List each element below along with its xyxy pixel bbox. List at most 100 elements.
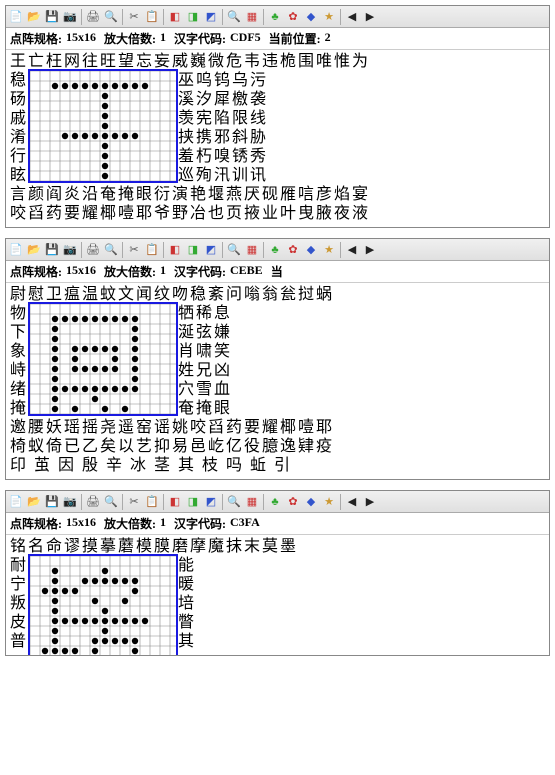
toolbar-separator [222, 9, 223, 25]
camera-icon[interactable]: 📷 [62, 242, 78, 258]
toolbar-separator [122, 494, 123, 510]
info-label: 点阵规格: [10, 515, 62, 532]
print-icon[interactable]: 🖨 [85, 9, 101, 25]
prev-icon[interactable]: ◀ [344, 242, 360, 258]
info-value: CEBE [230, 263, 263, 280]
next-icon[interactable]: ▶ [362, 494, 378, 510]
palette3-icon[interactable]: ◩ [203, 9, 219, 25]
d-icon[interactable]: ★ [321, 242, 337, 258]
toolbar-separator [222, 242, 223, 258]
tool2-icon[interactable]: 📋 [144, 9, 160, 25]
tool2-icon[interactable]: 📋 [144, 242, 160, 258]
new-icon[interactable]: 📄 [8, 242, 24, 258]
next-icon[interactable]: ▶ [362, 9, 378, 25]
b-icon[interactable]: ✿ [285, 9, 301, 25]
c-icon[interactable]: ◆ [303, 9, 319, 25]
grid-icon[interactable]: ▦ [244, 9, 260, 25]
info-value: CDF5 [230, 30, 261, 47]
info-bar: 点阵规格:15x16 放大倍数:1 汉字代码:CDF5 当前位置:2 [6, 28, 549, 50]
info-bar: 点阵规格:15x16 放大倍数:1 汉字代码:CEBE 当 [6, 261, 549, 283]
d-icon[interactable]: ★ [321, 494, 337, 510]
next-icon[interactable]: ▶ [362, 242, 378, 258]
editor-window: 📄📂💾📷🖨🔍✂📋◧◨◩🔍▦♣✿◆★◀▶点阵规格:15x16 放大倍数:1 汉字代… [5, 5, 550, 228]
print-icon[interactable]: 🖨 [85, 242, 101, 258]
open-icon[interactable]: 📂 [26, 494, 42, 510]
info-label: 点阵规格: [10, 263, 62, 280]
toolbar-separator [163, 9, 164, 25]
print-icon[interactable]: 🖨 [85, 494, 101, 510]
info-value: 15x16 [66, 515, 96, 532]
character-grid[interactable]: 王亡枉网往旺望忘妄威巍微危韦违桅围唯惟为稳 蜗涡窝我斡卧握沃巫呜钨乌污砀 息希悉… [6, 50, 549, 227]
info-label: 当 [271, 263, 283, 280]
save-icon[interactable]: 💾 [44, 494, 60, 510]
grid-icon[interactable]: ▦ [244, 242, 260, 258]
toolbar-separator [81, 9, 82, 25]
info-value: 15x16 [66, 30, 96, 47]
c-icon[interactable]: ◆ [303, 242, 319, 258]
palette3-icon[interactable]: ◩ [203, 494, 219, 510]
palette2-icon[interactable]: ◨ [185, 9, 201, 25]
zoom-icon[interactable]: 🔍 [226, 242, 242, 258]
grid-icon[interactable]: ▦ [244, 494, 260, 510]
toolbar: 📄📂💾📷🖨🔍✂📋◧◨◩🔍▦♣✿◆★◀▶ [6, 491, 549, 513]
tool1-icon[interactable]: ✂ [126, 242, 142, 258]
character-grid[interactable]: 铭名命谬摸摹蘑模膜磨摩魔抹末莫墨耐 脑恼闹淖呢馁内嫩能宁 脓浓农弄奴努怒女暖叛 … [6, 535, 549, 655]
tool2-icon[interactable]: 📋 [144, 494, 160, 510]
palette1-icon[interactable]: ◧ [167, 9, 183, 25]
toolbar-separator [122, 9, 123, 25]
bitmap-editor[interactable] [28, 302, 178, 416]
toolbar-separator [163, 242, 164, 258]
toolbar-separator [122, 242, 123, 258]
b-icon[interactable]: ✿ [285, 494, 301, 510]
camera-icon[interactable]: 📷 [62, 9, 78, 25]
bitmap-editor[interactable] [28, 554, 178, 655]
toolbar-separator [340, 242, 341, 258]
preview-icon[interactable]: 🔍 [103, 494, 119, 510]
a-icon[interactable]: ♣ [267, 494, 283, 510]
info-label: 点阵规格: [10, 30, 62, 47]
preview-icon[interactable]: 🔍 [103, 9, 119, 25]
a-icon[interactable]: ♣ [267, 242, 283, 258]
info-value: 15x16 [66, 263, 96, 280]
tool1-icon[interactable]: ✂ [126, 9, 142, 25]
toolbar-separator [263, 494, 264, 510]
toolbar-separator [163, 494, 164, 510]
toolbar-separator [263, 9, 264, 25]
new-icon[interactable]: 📄 [8, 494, 24, 510]
palette1-icon[interactable]: ◧ [167, 242, 183, 258]
a-icon[interactable]: ♣ [267, 9, 283, 25]
palette1-icon[interactable]: ◧ [167, 494, 183, 510]
palette2-icon[interactable]: ◨ [185, 494, 201, 510]
palette3-icon[interactable]: ◩ [203, 242, 219, 258]
toolbar-separator [81, 494, 82, 510]
toolbar: 📄📂💾📷🖨🔍✂📋◧◨◩🔍▦♣✿◆★◀▶ [6, 6, 549, 28]
info-label: 放大倍数: [104, 30, 156, 47]
char-row: 印 茧 因 殷 辛 冰 茎 其 枝 吗 蚯 引 [10, 456, 545, 475]
b-icon[interactable]: ✿ [285, 242, 301, 258]
info-label: 汉字代码: [174, 30, 226, 47]
palette2-icon[interactable]: ◨ [185, 242, 201, 258]
prev-icon[interactable]: ◀ [344, 9, 360, 25]
d-icon[interactable]: ★ [321, 9, 337, 25]
open-icon[interactable]: 📂 [26, 242, 42, 258]
c-icon[interactable]: ◆ [303, 494, 319, 510]
new-icon[interactable]: 📄 [8, 9, 24, 25]
zoom-icon[interactable]: 🔍 [226, 494, 242, 510]
info-value: 1 [160, 30, 166, 47]
toolbar-separator [263, 242, 264, 258]
prev-icon[interactable]: ◀ [344, 494, 360, 510]
camera-icon[interactable]: 📷 [62, 494, 78, 510]
toolbar-separator [81, 242, 82, 258]
char-row: 邀腰妖瑶摇尧遥窑谣姚咬舀药要耀椰噎耶 [10, 418, 545, 437]
zoom-icon[interactable]: 🔍 [226, 9, 242, 25]
save-icon[interactable]: 💾 [44, 9, 60, 25]
tool1-icon[interactable]: ✂ [126, 494, 142, 510]
character-grid[interactable]: 尉慰卫瘟温蚊文闻纹吻稳紊问嗡翁瓮挝蜗物 析西硒矽晰嘻吸锡牺稀息下 仙鲜纤咸贤衔舷… [6, 283, 549, 479]
info-label: 放大倍数: [104, 263, 156, 280]
preview-icon[interactable]: 🔍 [103, 242, 119, 258]
char-row: 咬舀药要耀椰噎耶爷野冶也页掖业叶曳腋夜液 [10, 204, 545, 223]
save-icon[interactable]: 💾 [44, 242, 60, 258]
bitmap-editor[interactable] [28, 69, 178, 183]
char-row: 言颜阎炎沿奄掩眼衍演艳堰燕厌砚雁唁彦焰宴 [10, 185, 545, 204]
open-icon[interactable]: 📂 [26, 9, 42, 25]
